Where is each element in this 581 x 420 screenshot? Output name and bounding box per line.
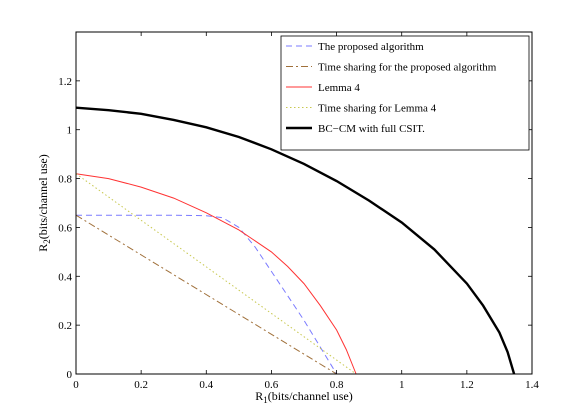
x-tick-label: 0.6 [265,379,279,391]
legend-box [280,35,530,151]
legend-entries: The proposed algorithm Time sharing for t… [286,41,497,135]
x-axis-label-subscript: 1 [263,395,268,405]
y-tick-label: 0.6 [58,222,72,234]
legend: The proposed algorithm Time sharing for t… [280,35,530,151]
y-ticks: 0 0.2 0.4 0.6 0.8 1 1.2 [58,76,532,381]
x-tick-label: 0.4 [199,379,213,391]
series-line-2 [75,214,337,375]
legend-label-3: Lemma 4 [318,82,360,94]
y-tick-label: 0.2 [58,320,72,332]
series-group [75,106,516,375]
legend-label-2: Time sharing for the proposed algorithm [318,62,497,74]
x-tick-label: 1.2 [460,379,474,391]
y-axis-label-subscript: 2 [42,239,52,244]
series-line-3 [75,173,357,375]
x-ticks: 0 0.2 0.4 0.6 0.8 1 1.2 1.4 [73,32,539,391]
x-tick-label: 0 [73,379,79,391]
y-tick-label: 1.2 [58,76,72,88]
x-tick-label: 1 [399,379,405,391]
series-line-4 [75,173,357,375]
series-line-1 [76,214,338,375]
legend-label-1: The proposed algorithm [318,41,424,53]
x-tick-label: 0.2 [134,379,148,391]
legend-label-5: BC−CM with full CSIT. [318,123,425,135]
y-tick-label: 0 [67,369,73,381]
x-tick-label: 0.8 [330,379,344,391]
plot-frame [75,31,533,375]
x-tick-label: 1.4 [525,379,539,391]
x-axis-label: R1(bits/channel use) [255,389,353,405]
legend-label-4: Time sharing for Lemma 4 [318,103,437,115]
y-tick-label: 0.8 [58,174,72,186]
y-tick-label: 0.4 [58,271,72,283]
y-axis-label: R2(bits/channel use) [36,154,52,252]
series-line-5 [75,106,516,375]
y-tick-label: 1 [67,125,73,137]
